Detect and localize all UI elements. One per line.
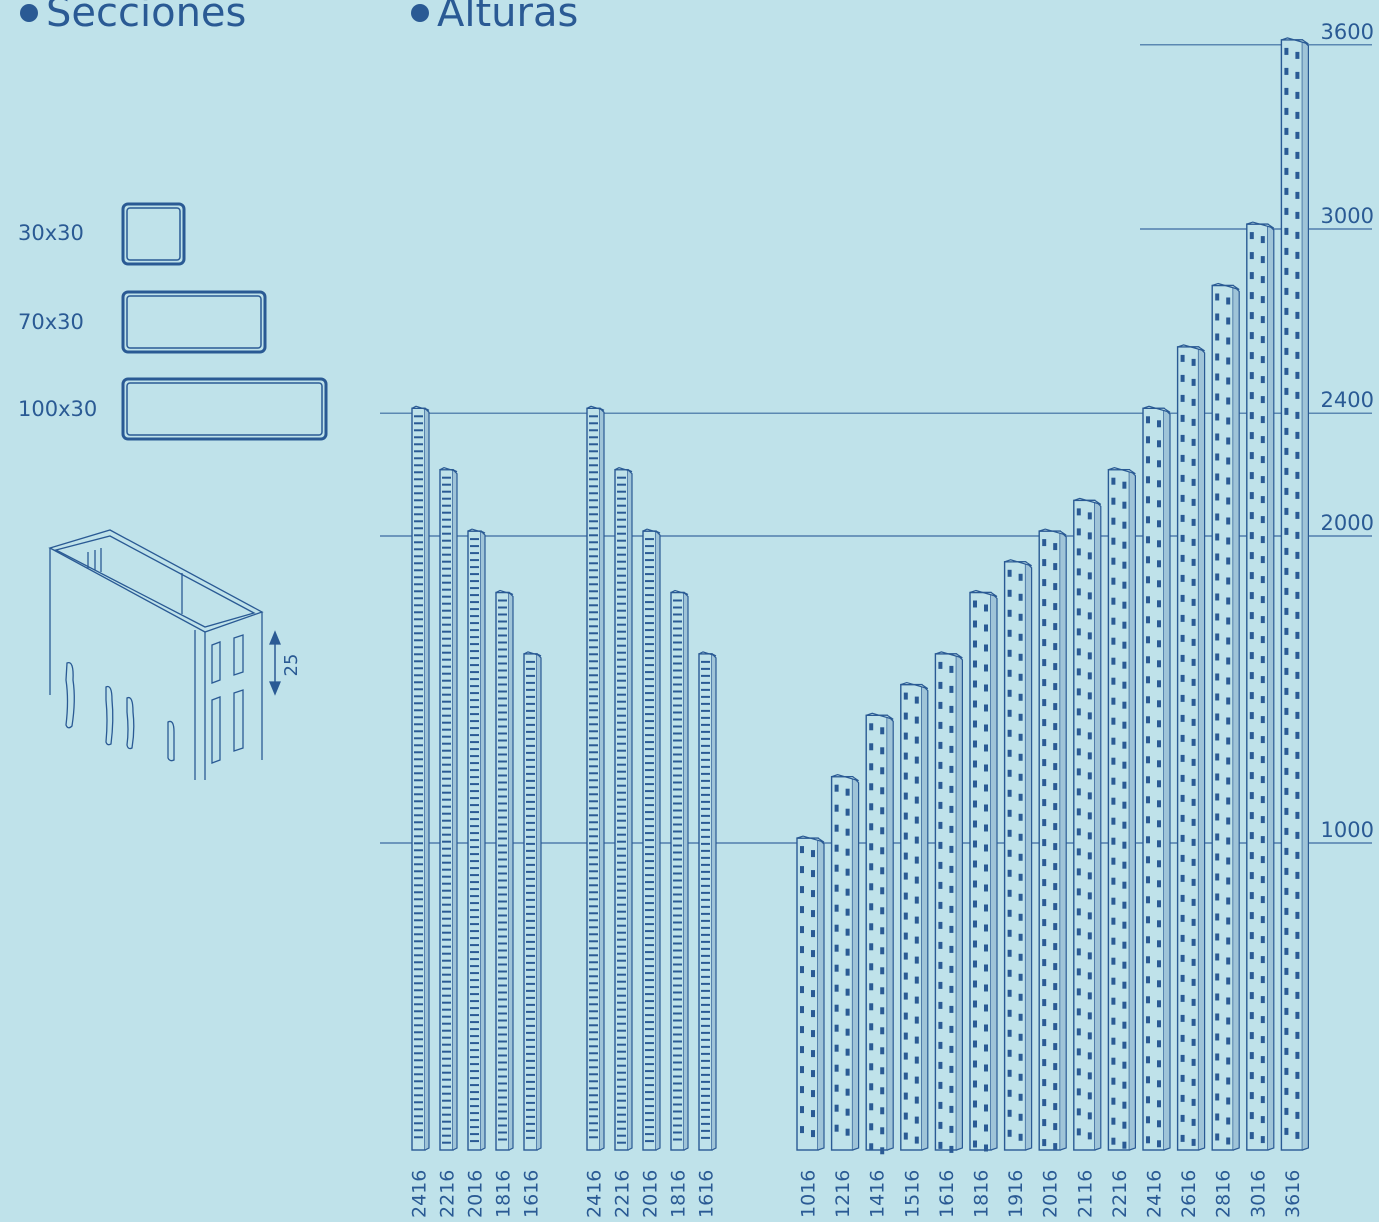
section-70x30: 70x30 bbox=[18, 290, 267, 354]
reference-label-1000: 1000 bbox=[1321, 818, 1374, 842]
upright-bar: 2416 bbox=[409, 405, 431, 1218]
upright-bar: 1816 bbox=[493, 589, 515, 1218]
upright-bar: 2016 bbox=[640, 528, 662, 1218]
section-profile-70x30-inner bbox=[126, 295, 262, 349]
upright-bar: 1816 bbox=[969, 589, 998, 1218]
section-profile-30x30-inner bbox=[126, 207, 181, 261]
upright-height-label: 2416 bbox=[409, 1170, 431, 1218]
upright-bar: 1616 bbox=[934, 651, 963, 1218]
upright-height-label: 2016 bbox=[465, 1170, 487, 1218]
upright-bar: 2216 bbox=[1107, 467, 1136, 1218]
heading-secciones: Secciones bbox=[20, 0, 246, 36]
upright-bar: 3616 bbox=[1280, 37, 1309, 1218]
upright-bar: 1616 bbox=[696, 651, 718, 1218]
upright-height-label: 2016 bbox=[1040, 1170, 1062, 1218]
reference-label-3000: 3000 bbox=[1321, 204, 1374, 228]
section-label-70x30: 70x30 bbox=[18, 310, 84, 334]
upright-group-100x30: 1016 1216 1416 1516 1616 1816 1916 2016 2116 2216… bbox=[796, 37, 1309, 1218]
upright-bar: 2416 bbox=[1142, 405, 1171, 1218]
upright-height-label: 2616 bbox=[1178, 1170, 1200, 1218]
upright-bar: 2016 bbox=[1038, 528, 1067, 1218]
upright-bar: 1016 bbox=[796, 835, 825, 1218]
heading-secciones-text: Secciones bbox=[46, 0, 246, 36]
upright-height-label: 2416 bbox=[584, 1170, 606, 1218]
bullet-dot-icon bbox=[411, 4, 429, 22]
upright-bar: 1616 bbox=[521, 651, 543, 1218]
upright-bar: 2216 bbox=[612, 467, 634, 1218]
upright-height-label: 1616 bbox=[936, 1170, 958, 1218]
upright-bar: 1816 bbox=[668, 589, 690, 1218]
upright-bar: 1416 bbox=[865, 712, 894, 1218]
upright-bar: 2416 bbox=[584, 405, 606, 1218]
upright-bar: 1516 bbox=[900, 681, 929, 1218]
upright-height-label: 1816 bbox=[971, 1170, 993, 1218]
reference-label-2400: 2400 bbox=[1321, 388, 1374, 412]
section-label-30x30: 30x30 bbox=[18, 221, 84, 245]
upright-group-70x30: 2416 2216 2016 1816 1616 bbox=[584, 405, 718, 1218]
upright-height-label: 2416 bbox=[1144, 1170, 1166, 1218]
heading-alturas-text: Alturas bbox=[437, 0, 578, 36]
upright-bar: 1216 bbox=[830, 774, 860, 1218]
upright-height-label: 2216 bbox=[437, 1170, 459, 1218]
upright-height-label: 1016 bbox=[798, 1170, 820, 1218]
reference-label-3600: 3600 bbox=[1321, 20, 1374, 44]
section-label-100x30: 100x30 bbox=[18, 397, 97, 421]
heading-alturas: Alturas bbox=[411, 0, 578, 36]
section-100x30: 100x30 bbox=[18, 377, 328, 441]
upright-height-label: 2016 bbox=[640, 1170, 662, 1218]
upright-height-label: 1616 bbox=[696, 1170, 718, 1218]
section-profile-100x30-icon bbox=[121, 377, 328, 441]
upright-height-label: 1816 bbox=[493, 1170, 515, 1218]
section-profile-30x30-icon bbox=[121, 202, 186, 266]
heights-chart: 3600 3000 2400 2000 1000 2416 2216 2016 1816 1616… bbox=[380, 20, 1374, 1218]
bullet-dot-icon bbox=[20, 4, 38, 22]
upright-height-label: 1616 bbox=[521, 1170, 543, 1218]
upright-bar: 2816 bbox=[1211, 282, 1240, 1218]
upright-group-30x30: 2416 2216 2016 1816 1616 bbox=[409, 405, 543, 1218]
section-30x30: 30x30 bbox=[18, 202, 186, 266]
upright-detail-drawing: 25 bbox=[48, 529, 302, 780]
upright-height-label: 2116 bbox=[1074, 1170, 1096, 1218]
upright-bar: 1916 bbox=[1003, 559, 1033, 1218]
dimension-label: 25 bbox=[281, 654, 302, 677]
upright-height-label: 3016 bbox=[1247, 1170, 1269, 1218]
section-profile-70x30-icon bbox=[121, 290, 267, 354]
reference-label-2000: 2000 bbox=[1321, 511, 1374, 535]
upright-height-label: 1916 bbox=[1005, 1170, 1027, 1218]
upright-height-label: 2816 bbox=[1213, 1170, 1235, 1218]
upright-height-label: 1816 bbox=[668, 1170, 690, 1218]
upright-height-label: 1416 bbox=[867, 1170, 889, 1218]
upright-height-label: 1216 bbox=[832, 1170, 854, 1218]
upright-bar: 2216 bbox=[437, 467, 459, 1218]
upright-height-label: 2216 bbox=[1109, 1170, 1131, 1218]
upright-height-label: 3616 bbox=[1282, 1170, 1304, 1218]
upright-bar: 3016 bbox=[1246, 221, 1275, 1218]
upright-bar: 2016 bbox=[465, 528, 487, 1218]
upright-bar: 2116 bbox=[1073, 497, 1102, 1218]
upright-height-label: 2216 bbox=[612, 1170, 634, 1218]
upright-height-label: 1516 bbox=[901, 1170, 923, 1218]
upright-bar: 2616 bbox=[1176, 344, 1206, 1218]
section-profile-100x30-inner bbox=[126, 382, 323, 436]
